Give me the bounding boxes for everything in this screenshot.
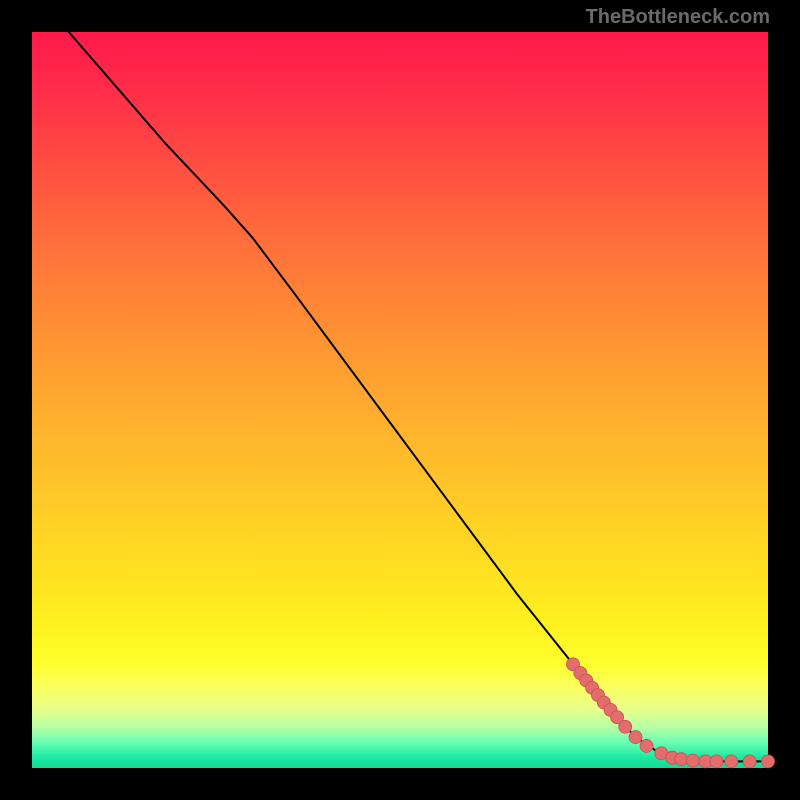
data-marker bbox=[743, 755, 756, 768]
chart-stage: TheBottleneck.com bbox=[0, 0, 800, 800]
watermark-text: TheBottleneck.com bbox=[586, 6, 770, 29]
data-marker bbox=[640, 739, 653, 752]
data-marker bbox=[619, 720, 632, 733]
data-markers bbox=[32, 32, 768, 768]
plot-area bbox=[32, 32, 768, 768]
data-marker bbox=[725, 755, 738, 768]
data-marker bbox=[675, 753, 688, 766]
data-marker bbox=[710, 755, 723, 768]
data-marker bbox=[686, 754, 699, 767]
data-marker bbox=[762, 755, 775, 768]
data-marker bbox=[629, 731, 642, 744]
